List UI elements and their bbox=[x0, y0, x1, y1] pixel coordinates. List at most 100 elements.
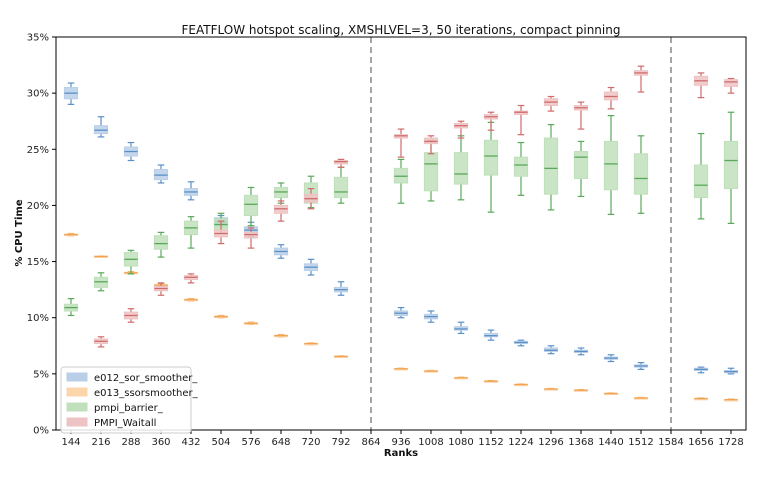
box-plot bbox=[93, 116, 109, 138]
box-plot bbox=[243, 227, 259, 249]
box-plot bbox=[633, 135, 649, 214]
series-pmpi-barrier bbox=[63, 111, 739, 317]
x-tick-label: 864 bbox=[361, 437, 380, 448]
legend-frame bbox=[60, 366, 192, 434]
box-plot bbox=[243, 321, 259, 326]
box-plot bbox=[603, 354, 619, 363]
y-tick-label: 5% bbox=[33, 369, 49, 380]
series-pmpi-waitall bbox=[93, 65, 739, 348]
box-plot bbox=[483, 379, 499, 383]
box-plot bbox=[633, 396, 649, 400]
box-plot bbox=[153, 164, 169, 184]
legend-item: e013_ssorsmoother_ bbox=[66, 387, 199, 399]
x-tick-label: 576 bbox=[241, 437, 260, 448]
y-tick-label: 25% bbox=[27, 145, 49, 156]
box-plot bbox=[423, 135, 439, 155]
box-plot bbox=[423, 369, 439, 373]
box bbox=[633, 153, 649, 195]
box-plot bbox=[513, 141, 529, 196]
x-tick-label: 1152 bbox=[478, 437, 503, 448]
legend-label: e013_ssorsmoother_ bbox=[94, 388, 199, 399]
x-tick-label: 1512 bbox=[628, 437, 653, 448]
box-plot bbox=[183, 273, 199, 284]
x-tick-label: 216 bbox=[91, 437, 110, 448]
x-tick-label: 1656 bbox=[688, 437, 713, 448]
box bbox=[243, 194, 259, 217]
box-plot bbox=[183, 298, 199, 302]
box-plot bbox=[603, 86, 619, 110]
box-plot bbox=[513, 104, 529, 136]
y-tick-label: 35% bbox=[27, 33, 49, 44]
x-tick-label: 1224 bbox=[508, 437, 533, 448]
box-plot bbox=[213, 314, 229, 319]
box-plot bbox=[453, 376, 469, 380]
box bbox=[723, 79, 739, 87]
box-plot bbox=[633, 65, 649, 93]
y-tick-label: 15% bbox=[27, 257, 49, 268]
box-plot bbox=[333, 166, 349, 204]
box-plot bbox=[453, 120, 469, 139]
box bbox=[453, 152, 469, 185]
box-plot bbox=[453, 321, 469, 335]
box-plot bbox=[573, 388, 589, 392]
box bbox=[333, 176, 349, 199]
legend-swatch bbox=[66, 417, 88, 427]
box-plot bbox=[543, 387, 559, 391]
box-plot bbox=[693, 366, 709, 374]
x-tick-label: 1368 bbox=[568, 437, 593, 448]
box-plot bbox=[723, 111, 739, 224]
x-tick-label: 936 bbox=[391, 437, 410, 448]
box-plot bbox=[723, 398, 739, 402]
box-plot bbox=[693, 397, 709, 401]
legend-swatch bbox=[66, 387, 88, 397]
y-tick-label: 30% bbox=[27, 89, 49, 100]
box-plot bbox=[693, 132, 709, 220]
x-tick-label: 1080 bbox=[448, 437, 473, 448]
x-tick-label: 504 bbox=[211, 437, 230, 448]
x-tick-label: 1008 bbox=[418, 437, 443, 448]
box-plot bbox=[93, 336, 109, 348]
y-tick-label: 10% bbox=[27, 313, 49, 324]
box-plot bbox=[723, 77, 739, 94]
box-plot bbox=[333, 281, 349, 296]
box-plot bbox=[483, 111, 499, 131]
legend-label: PMPI_Waitall bbox=[94, 418, 156, 429]
box-plot bbox=[273, 244, 289, 259]
box-plot bbox=[543, 95, 559, 112]
x-tick-label: 360 bbox=[151, 437, 170, 448]
x-tick-label: 1584 bbox=[658, 437, 683, 448]
x-tick-label: 1296 bbox=[538, 437, 563, 448]
chart-title: FEATFLOW hotspot scaling, XMSHLVEL=3, 50… bbox=[182, 23, 621, 37]
box-plot bbox=[123, 308, 139, 323]
box-plot bbox=[393, 367, 409, 371]
y-tick-label: 0% bbox=[33, 426, 49, 437]
series-e013-ssorsmoother bbox=[63, 232, 739, 402]
box-plot bbox=[573, 347, 589, 356]
box-plot bbox=[333, 158, 349, 168]
box-plot bbox=[483, 121, 499, 213]
box-plot bbox=[183, 216, 199, 249]
box-plot bbox=[93, 255, 109, 258]
x-tick-label: 648 bbox=[271, 437, 290, 448]
box-plot bbox=[333, 355, 349, 359]
box bbox=[423, 152, 439, 192]
box-plot bbox=[573, 140, 589, 198]
box-plot bbox=[213, 220, 229, 245]
x-tick-label: 432 bbox=[181, 437, 200, 448]
box-plot bbox=[303, 342, 319, 346]
box bbox=[153, 235, 169, 250]
box-plot bbox=[123, 141, 139, 162]
x-tick-label: 792 bbox=[331, 437, 350, 448]
legend-swatch bbox=[66, 372, 88, 382]
box-plot bbox=[483, 329, 499, 341]
x-tick-label: 1440 bbox=[598, 437, 623, 448]
box bbox=[543, 137, 559, 195]
x-tick-label: 144 bbox=[61, 437, 80, 448]
legend: e012_sor_smoother_ e013_ssorsmoother_pmpi… bbox=[60, 366, 199, 434]
x-axis-label: Ranks bbox=[384, 448, 418, 459]
y-tick-label: 20% bbox=[27, 201, 49, 212]
box-plot bbox=[693, 72, 709, 99]
y-axis-label: % CPU Time bbox=[14, 199, 25, 266]
box-plot bbox=[63, 82, 79, 105]
